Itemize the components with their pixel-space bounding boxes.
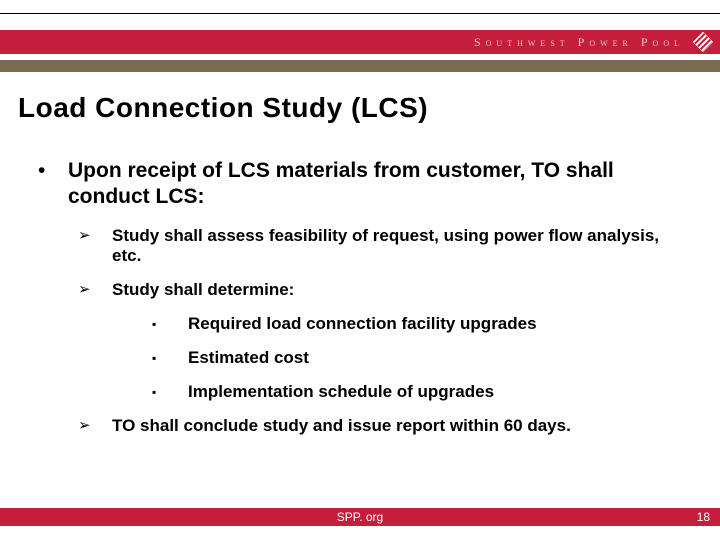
- square-bullet-icon: ▪: [152, 314, 188, 334]
- brand-bar: Southwest Power Pool: [0, 30, 720, 54]
- square-bullet-icon: ▪: [152, 348, 188, 368]
- sub-sub-text: Required load connection facility upgrad…: [188, 314, 537, 334]
- sub-text: Study shall assess feasibility of reques…: [112, 226, 678, 266]
- list-item: ➢ TO shall conclude study and issue repo…: [78, 416, 678, 436]
- brand-logo-icon: [692, 31, 714, 53]
- brand-text: Southwest Power Pool: [474, 35, 684, 50]
- page-number: 18: [697, 508, 710, 526]
- chevron-right-icon: ➢: [78, 416, 112, 436]
- sub-list: ➢ Study shall assess feasibility of requ…: [78, 226, 678, 436]
- bullet-text: Upon receipt of LCS materials from custo…: [68, 158, 678, 210]
- list-item: ▪ Implementation schedule of upgrades: [152, 382, 678, 402]
- list-item: ▪ Estimated cost: [152, 348, 678, 368]
- footer-bar: SPP. org: [0, 508, 720, 526]
- chevron-right-icon: ➢: [78, 280, 112, 300]
- footer-text: SPP. org: [337, 510, 383, 524]
- bullet-row: • Upon receipt of LCS materials from cus…: [38, 158, 678, 210]
- sub-text: TO shall conclude study and issue report…: [112, 416, 571, 436]
- olive-bar: [0, 60, 720, 72]
- chevron-right-icon: ➢: [78, 226, 112, 246]
- sub-sub-text: Estimated cost: [188, 348, 309, 368]
- list-item: ➢ Study shall assess feasibility of requ…: [78, 226, 678, 266]
- page-title: Load Connection Study (LCS): [18, 92, 428, 124]
- content-area: • Upon receipt of LCS materials from cus…: [38, 158, 678, 450]
- sub-sub-text: Implementation schedule of upgrades: [188, 382, 494, 402]
- sub-text: Study shall determine:: [112, 280, 294, 300]
- square-bullet-icon: ▪: [152, 382, 188, 402]
- slide: Southwest Power Pool Load Connection Stu…: [0, 0, 720, 540]
- list-item: ➢ Study shall determine:: [78, 280, 678, 300]
- list-item: ▪ Required load connection facility upgr…: [152, 314, 678, 334]
- top-divider: [0, 13, 720, 14]
- bullet-marker: •: [38, 158, 68, 184]
- sub-sub-list: ▪ Required load connection facility upgr…: [152, 314, 678, 402]
